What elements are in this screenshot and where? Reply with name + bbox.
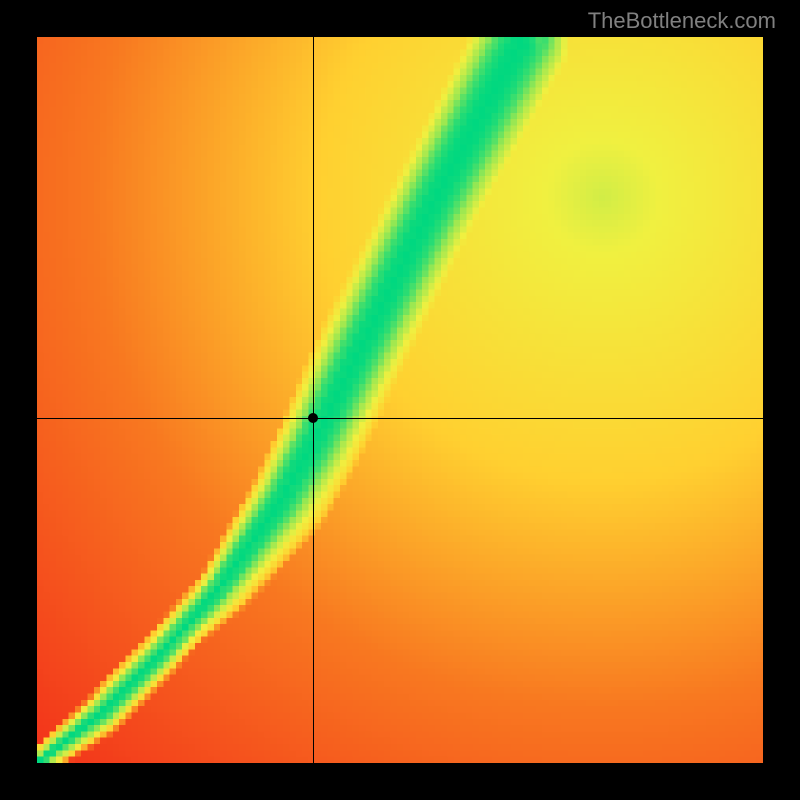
crosshair-vertical	[313, 37, 314, 763]
plot-area	[37, 37, 763, 763]
watermark: TheBottleneck.com	[588, 8, 776, 34]
crosshair-horizontal	[37, 418, 763, 419]
bottleneck-marker	[308, 413, 318, 423]
heatmap-canvas	[37, 37, 763, 763]
